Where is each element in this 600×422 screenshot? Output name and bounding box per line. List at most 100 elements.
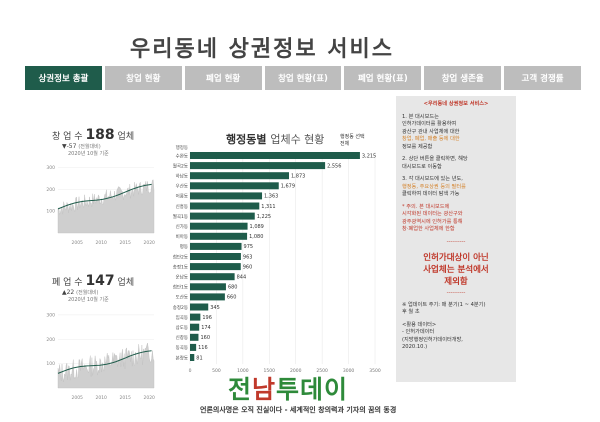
value-label: 680 — [228, 285, 238, 291]
closure-value: 147 — [85, 273, 115, 289]
closure-label: 폐 업 수 — [52, 278, 83, 288]
startup-delta-note: (전월대비) — [78, 144, 101, 150]
value-label: 1,311 — [261, 204, 275, 210]
chart-title-prefix: 행정동별 — [226, 133, 267, 146]
info-line: 제외함 — [444, 277, 468, 287]
bar — [190, 283, 226, 291]
bar — [190, 162, 326, 170]
category-label: 삼도동 — [176, 324, 188, 331]
tab-competition-rate[interactable]: 고객 경쟁률 — [504, 66, 582, 90]
y-tick-label: 100 — [46, 361, 55, 367]
value-label: 975 — [244, 244, 254, 250]
bar — [190, 222, 248, 230]
app-title: 우리동네 상권정보 서비스 — [130, 37, 394, 62]
bar — [190, 354, 195, 361]
info-caution: * 주의. 본 대시보드에 시각화된 데이터는 광산구와 광주광역시에 인허가를… — [402, 204, 510, 234]
info-line: 대시보드로 이동함 — [402, 163, 442, 170]
news-logo: 전남투데이 — [228, 370, 348, 406]
x-tick-label: 3500 — [369, 368, 381, 374]
bar — [190, 313, 201, 321]
info-line: 1. 본 대시보드는 — [402, 113, 439, 120]
info-line: ※ 업데이트 주기: 매 분기(1 ~ 4분기) — [402, 301, 486, 308]
district-bar-chart: 행정동 0 500 1000 1500 2000 2500 3000 3500 수완동 3,215 월… — [173, 144, 381, 374]
value-label: 196 — [202, 315, 212, 321]
info-line: 광산구 관내 사업체에 대한 — [402, 128, 460, 135]
district-filter-value: 전체 — [340, 141, 350, 147]
category-label: 수완동 — [176, 152, 188, 159]
closure-date: 2020년 10월 기준 — [68, 297, 109, 303]
startup-delta-value: ▼-57 — [62, 143, 77, 150]
x-tick-label: 2015 — [119, 395, 131, 401]
x-tick-label: 2005 — [71, 395, 83, 401]
info-line: 창업, 폐업, 매출 등에 대한 — [402, 136, 460, 142]
info-line: 후 월 초 — [402, 309, 420, 315]
startup-unit: 업체 — [117, 132, 135, 142]
info-line: 사업체는 분석에서 — [423, 265, 489, 275]
x-tick-label: 2010 — [95, 240, 107, 246]
info-line: 인허가데이터를 활용하여 — [402, 121, 457, 127]
bar — [190, 333, 199, 341]
value-label: 1,225 — [257, 214, 271, 220]
district-filter[interactable]: 행정동 선택 전체 — [340, 134, 365, 148]
exclusion-note: 인허가대상이 아닌 사업체는 분석에서 제외함 — [402, 252, 510, 288]
tab-survival-rate[interactable]: 창업 생존율 — [424, 66, 502, 90]
category-label: 송정1동 — [173, 263, 188, 270]
closure-delta-note: (전월대비) — [76, 290, 99, 296]
value-label: 2,556 — [327, 163, 341, 169]
x-tick-label: 2015 — [119, 240, 131, 246]
startup-value: 188 — [85, 127, 115, 143]
bar — [190, 172, 290, 180]
category-label: 도산동 — [176, 294, 188, 301]
y-tick-label: 300 — [46, 312, 55, 318]
bar — [190, 152, 360, 159]
category-label: 본량동 — [176, 354, 188, 361]
logo-part: 투데이 — [276, 375, 349, 404]
value-label: 844 — [237, 275, 247, 281]
category-label: 비아동 — [176, 233, 188, 240]
y-tick-label: 100 — [46, 209, 55, 215]
value-label: 3,215 — [362, 153, 376, 159]
x-tick-label: 0 — [189, 368, 192, 374]
tab-startup-table[interactable]: 창업 현황(표) — [264, 66, 342, 90]
value-label: 81 — [196, 355, 202, 361]
category-label: 신가동 — [176, 223, 188, 230]
category-label: 동곡동 — [176, 345, 188, 351]
district-chart-panel: 행정동별 업체수 현황 행정동 선택 전체 행정동 0 500 1000 1500 200… — [163, 130, 395, 390]
info-line: 행정동, 주요상권 등의 필터를 — [402, 183, 466, 190]
tab-closure[interactable]: 폐업 현황 — [184, 66, 262, 90]
info-line: 광주광역시에 인허가를 통해 — [402, 218, 463, 225]
category-label: 신창동 — [176, 334, 188, 341]
x-tick-label: 1000 — [237, 368, 249, 374]
category-label: 송정2동 — [173, 304, 188, 311]
value-label: 660 — [227, 295, 237, 301]
closure-delta-value: ▲22 — [62, 289, 75, 296]
tab-closure-table[interactable]: 폐업 현황(표) — [344, 66, 422, 90]
data-source: <활용 데이터> - 인허가데이터 (지방행정인허가데이터개방, 2020.10… — [402, 322, 510, 352]
value-label: 160 — [200, 335, 210, 341]
x-tick-label: 2005 — [71, 240, 83, 246]
info-line: 2020.10.) — [402, 344, 428, 350]
info-line: - 인허가데이터 — [402, 329, 435, 335]
x-tick-label: 2010 — [95, 395, 107, 401]
closure-delta: ▲22 (전월대비) — [62, 289, 98, 296]
x-tick-label: 2000 — [290, 368, 302, 374]
chart-title-suffix: 업체수 현황 — [270, 133, 325, 146]
bar — [190, 202, 260, 210]
area — [57, 342, 155, 389]
bar — [190, 242, 242, 250]
info-line: 클릭하여 데이터 탐색 가능 — [402, 191, 460, 197]
tab-overview[interactable]: 상권정보 총괄 — [25, 66, 102, 90]
bar — [190, 273, 235, 281]
tab-startup[interactable]: 창업 현황 — [104, 66, 182, 90]
value-label: 345 — [210, 305, 220, 311]
district-filter-label: 행정동 선택 — [340, 134, 365, 140]
divider: ---------- — [446, 290, 466, 296]
info-panel: <우리동네 상권정보 서비스> 1. 본 대시보드는 인허가데이터를 활용하여 … — [396, 96, 516, 382]
x-tick-label: 2500 — [316, 368, 328, 374]
axis-header: 행정동 — [176, 144, 188, 151]
bar — [190, 212, 255, 220]
y-tick-label: 300 — [46, 165, 55, 171]
bar — [190, 182, 279, 190]
logo-part: 전 — [228, 375, 253, 404]
info-line: 2. 상단 버튼을 클릭하면, 해당 — [402, 156, 468, 162]
